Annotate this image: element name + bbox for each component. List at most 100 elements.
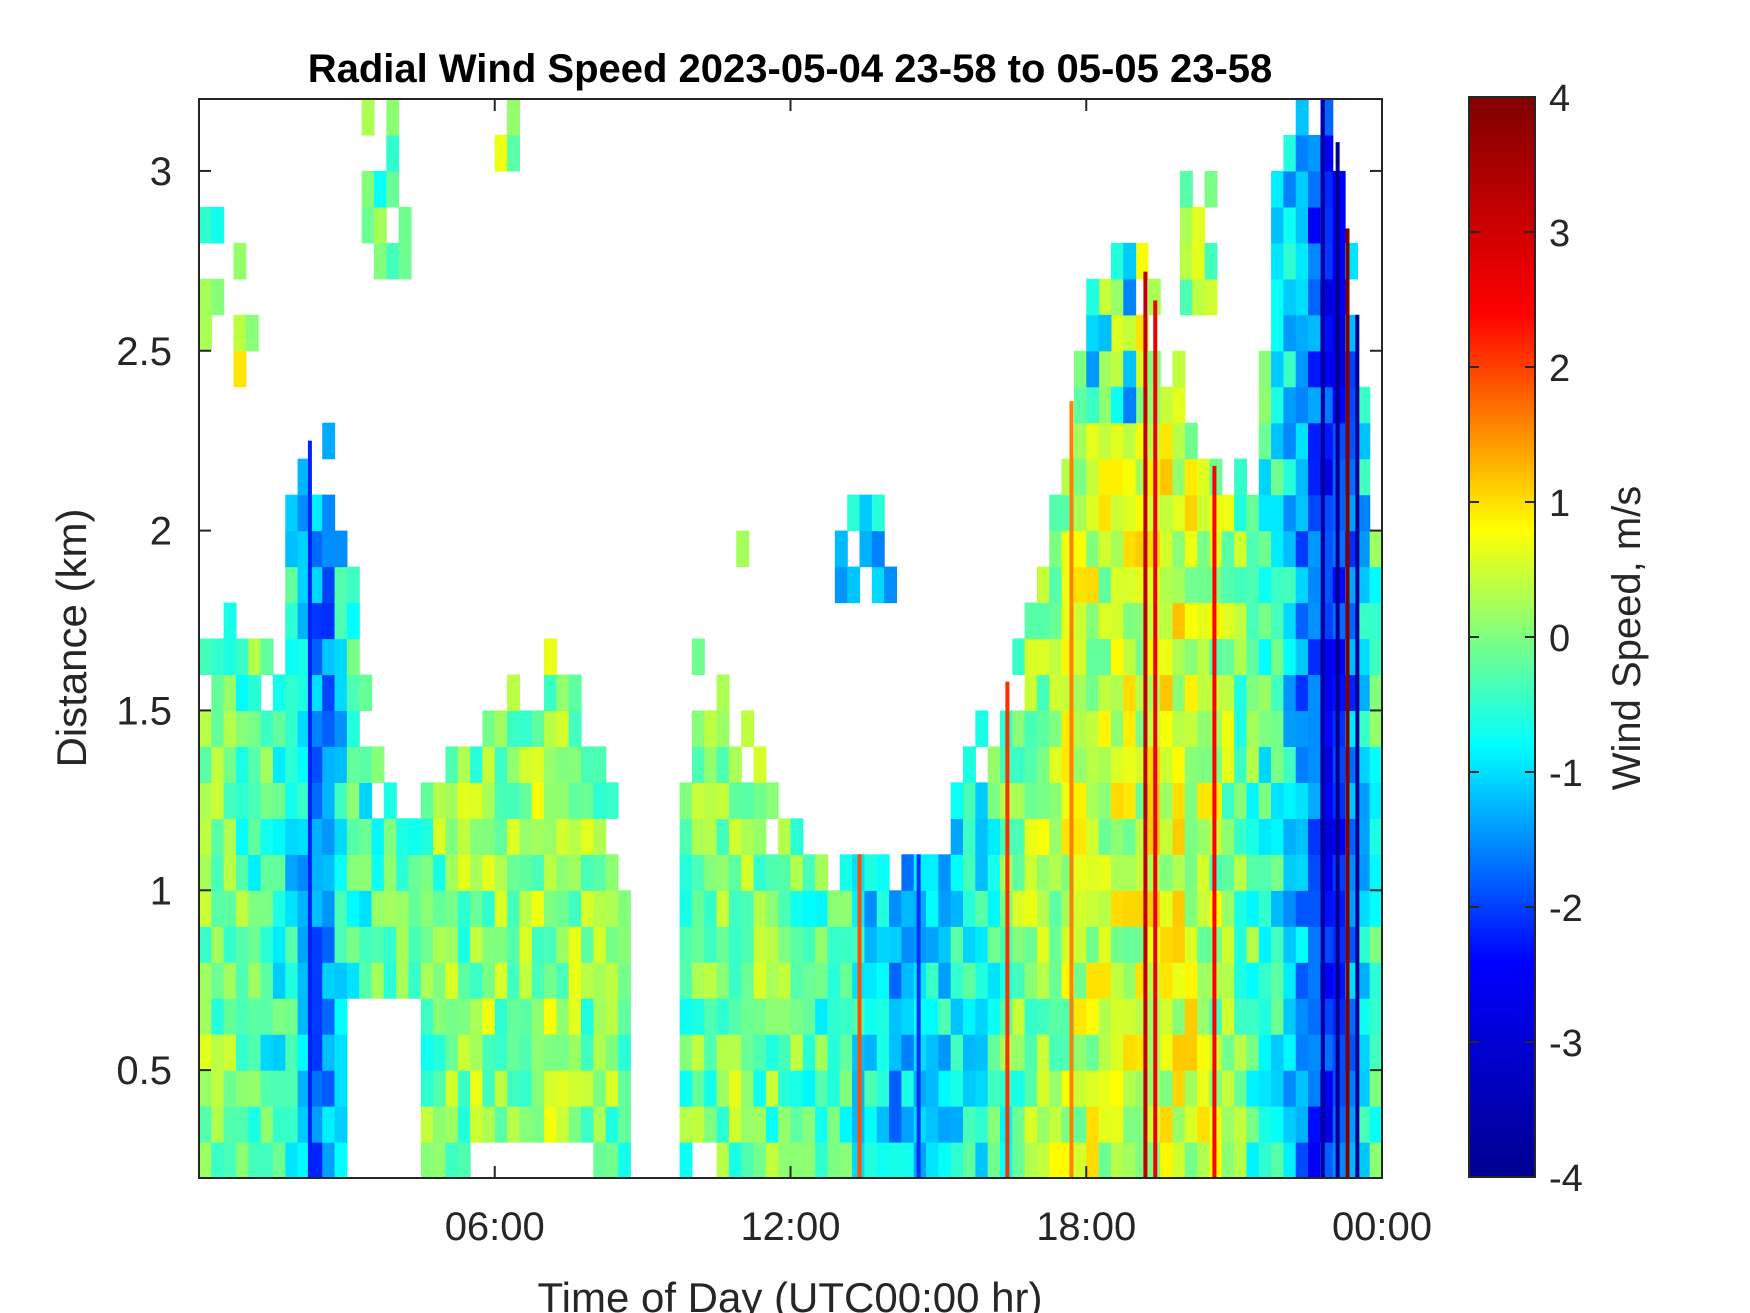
heatmap-cell [1073, 890, 1087, 927]
heatmap-cell [1197, 998, 1211, 1035]
heatmap-cell [1098, 530, 1112, 568]
heatmap-cell [1172, 1142, 1186, 1179]
heatmap-cell [1024, 1034, 1038, 1071]
heatmap-cell [297, 818, 311, 855]
heatmap-cell [1357, 782, 1371, 819]
heatmap-cell [790, 1106, 804, 1143]
heatmap-cell [778, 890, 792, 927]
heatmap-cell [260, 782, 274, 819]
heatmap-cell [1086, 818, 1100, 855]
heatmap-cell [790, 998, 804, 1035]
heatmap-cell [1073, 494, 1087, 532]
heatmap-cell [260, 746, 274, 783]
heatmap-cell [396, 926, 410, 963]
heatmap-cell [386, 170, 400, 208]
wind-streak [916, 854, 921, 1178]
heatmap-cell [531, 1070, 545, 1107]
heatmap-cell [1234, 818, 1248, 855]
heatmap-cell [728, 818, 742, 855]
heatmap-cell [1295, 350, 1309, 388]
heatmap-cell [1184, 602, 1198, 640]
heatmap-cell [457, 926, 471, 963]
heatmap-cell [617, 926, 631, 963]
heatmap-cell [679, 1142, 693, 1179]
colorbar-label: Wind Speed, m/s [1605, 486, 1649, 791]
heatmap-cell [704, 818, 718, 855]
heatmap-cell [1036, 566, 1050, 604]
heatmap-cell [1160, 458, 1174, 496]
heatmap-cell [457, 890, 471, 927]
heatmap-cell [1357, 566, 1371, 604]
heatmap-cell [1308, 638, 1321, 676]
heatmap-cell [1369, 854, 1383, 891]
heatmap-cell [445, 854, 459, 891]
heatmap-cell [1049, 998, 1063, 1035]
heatmap-cell [507, 1034, 520, 1071]
heatmap-cell [1369, 710, 1383, 747]
heatmap-cell [1123, 278, 1137, 316]
heatmap-cell [728, 854, 742, 891]
heatmap-cell [482, 818, 496, 855]
heatmap-cell [1283, 782, 1297, 819]
heatmap-cell [199, 854, 212, 891]
heatmap-cell [1123, 890, 1137, 927]
heatmap-cell [1295, 782, 1309, 819]
heatmap-cell [1110, 638, 1124, 676]
heatmap-cell [889, 962, 902, 999]
heatmap-cell [1024, 602, 1038, 640]
heatmap-cell [679, 1106, 693, 1143]
heatmap-cell [593, 1106, 607, 1143]
heatmap-cell [346, 818, 360, 855]
heatmap-cell [285, 962, 299, 999]
heatmap-cell [507, 854, 520, 891]
heatmap-cell [568, 890, 582, 927]
heatmap-cell [802, 998, 816, 1035]
heatmap-cell [827, 926, 841, 963]
heatmap-cell [420, 1142, 434, 1179]
y-tick-label: 0.5 [116, 1049, 172, 1093]
heatmap-cell [716, 1142, 730, 1179]
heatmap-cell [1073, 1070, 1087, 1107]
heatmap-cell [975, 962, 989, 999]
heatmap-cell [1308, 1070, 1321, 1107]
heatmap-cell [297, 998, 311, 1035]
heatmap-cell [1246, 1070, 1260, 1107]
heatmap-cell [1283, 674, 1297, 712]
heatmap-cell [975, 782, 989, 819]
heatmap-cell [605, 1142, 619, 1179]
heatmap-cell [963, 1034, 976, 1071]
heatmap-cell [420, 926, 434, 963]
heatmap-cell [223, 674, 237, 712]
heatmap-cell [1086, 278, 1100, 316]
heatmap-cell [1012, 854, 1026, 891]
heatmap-cell [1283, 206, 1297, 244]
heatmap-cell [1283, 998, 1297, 1035]
heatmap-cell [507, 1070, 520, 1107]
heatmap-cell [901, 890, 915, 927]
heatmap-cell [1160, 746, 1174, 783]
heatmap-cell [1258, 1034, 1272, 1071]
heatmap-cell [494, 926, 508, 963]
heatmap-cell [1086, 350, 1100, 388]
heatmap-cell [322, 602, 336, 640]
heatmap-cell [1098, 782, 1112, 819]
heatmap-cell [297, 1142, 311, 1179]
heatmap-cell [1049, 782, 1063, 819]
heatmap-cell [605, 854, 619, 891]
heatmap-cell [790, 1142, 804, 1179]
heatmap-cell [765, 1070, 779, 1107]
heatmap-cell [691, 890, 705, 927]
heatmap-cell [679, 1070, 693, 1107]
heatmap-cell [248, 746, 262, 783]
heatmap-cell [1160, 1034, 1174, 1071]
heatmap-cell [1221, 1142, 1235, 1179]
heatmap-cell [322, 1106, 336, 1143]
heatmap-cell [1221, 890, 1235, 927]
heatmap-cell [1049, 746, 1063, 783]
heatmap-cell [790, 926, 804, 963]
heatmap-cell [778, 1142, 792, 1179]
heatmap-cell [1049, 1142, 1063, 1179]
heatmap-cell [839, 1070, 853, 1107]
heatmap-cell [938, 1106, 952, 1143]
heatmap-cell [371, 818, 385, 855]
